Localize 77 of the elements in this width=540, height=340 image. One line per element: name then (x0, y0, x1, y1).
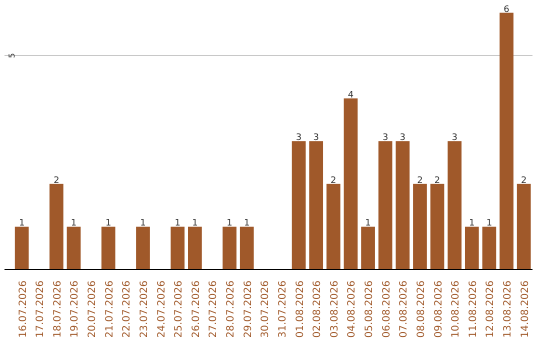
data-label: 1 (192, 218, 198, 229)
x-tick-label: 13.08.2026 (502, 280, 514, 338)
bar (136, 226, 150, 270)
x-tick-label: 11.08.2026 (468, 280, 479, 338)
data-label: 2 (54, 176, 60, 186)
x-tick-label: 25.07.2026 (174, 280, 185, 338)
x-tick-label: 23.07.2026 (138, 280, 150, 338)
data-label: 2 (417, 176, 423, 186)
data-label: 2 (520, 176, 527, 186)
bar (240, 226, 254, 270)
bar (482, 226, 496, 270)
bar (448, 141, 462, 270)
data-label: 1 (469, 218, 475, 229)
data-label: 2 (434, 176, 440, 186)
x-tick-label: 05.08.2026 (364, 280, 376, 338)
bar (500, 12, 514, 270)
data-label: 1 (70, 218, 77, 229)
x-tick-label: 27.07.2026 (208, 280, 220, 338)
x-tick-label: 01.08.2026 (294, 280, 306, 338)
bar (413, 184, 427, 270)
bar (170, 226, 185, 270)
bar (516, 184, 531, 270)
data-label: 3 (313, 133, 319, 144)
x-tick-label: 04.08.2026 (346, 280, 358, 338)
bar (14, 226, 29, 270)
data-label: 1 (174, 218, 180, 229)
data-label: 1 (106, 218, 112, 229)
data-label: 1 (18, 218, 25, 229)
x-tick-label: 22.07.2026 (122, 280, 133, 338)
x-tick-label: 10.08.2026 (450, 280, 462, 338)
data-label: 2 (330, 176, 336, 186)
x-tick-label: 08.08.2026 (416, 280, 427, 338)
data-label: 4 (348, 90, 354, 100)
x-tick-label: 18.07.2026 (52, 280, 64, 338)
bar (222, 226, 236, 270)
bar (430, 184, 444, 270)
bar (464, 226, 479, 270)
data-label: 1 (140, 218, 146, 229)
bar (361, 226, 375, 270)
data-label: 1 (486, 218, 492, 229)
bar (292, 141, 306, 270)
data-label: 3 (296, 133, 302, 144)
bar (50, 184, 64, 270)
x-tick-label: 02.08.2026 (312, 280, 324, 338)
x-tick-label: 24.07.2026 (156, 280, 168, 338)
x-tick-label: 12.08.2026 (485, 280, 496, 338)
bar (309, 141, 324, 270)
x-tick-label: 29.07.2026 (242, 280, 254, 338)
x-tick-label: 20.07.2026 (87, 280, 98, 338)
data-label: 3 (452, 133, 458, 144)
data-label: 1 (244, 218, 250, 229)
bar (344, 98, 358, 270)
bar (378, 141, 392, 270)
data-label: 6 (504, 4, 510, 15)
x-tick-label: 16.07.2026 (18, 280, 29, 338)
x-tick-label: 28.07.2026 (226, 280, 237, 338)
x-tick-label: 03.08.2026 (329, 280, 340, 338)
data-label: 3 (400, 133, 406, 144)
data-label: 1 (226, 218, 232, 229)
x-tick-label: 06.08.2026 (381, 280, 392, 338)
x-tick-label: 19.07.2026 (70, 280, 81, 338)
x-tick-label: 21.07.2026 (104, 280, 116, 338)
x-tick-label: 31.07.2026 (277, 280, 288, 338)
x-tick-label: 09.08.2026 (433, 280, 444, 338)
x-tick-label: 14.08.2026 (520, 280, 531, 338)
x-tick-label: 07.08.2026 (398, 280, 410, 338)
bar (101, 226, 116, 270)
bar (66, 226, 81, 270)
x-tick-label: 30.07.2026 (260, 280, 272, 338)
bar (396, 141, 410, 270)
bar (188, 226, 202, 270)
bar (326, 184, 340, 270)
x-tick-label: 17.07.2026 (35, 280, 46, 338)
ref-line-label: 5 (8, 53, 16, 58)
x-tick-label: 26.07.2026 (190, 280, 202, 338)
data-label: 3 (382, 133, 388, 144)
data-label: 1 (365, 218, 371, 229)
